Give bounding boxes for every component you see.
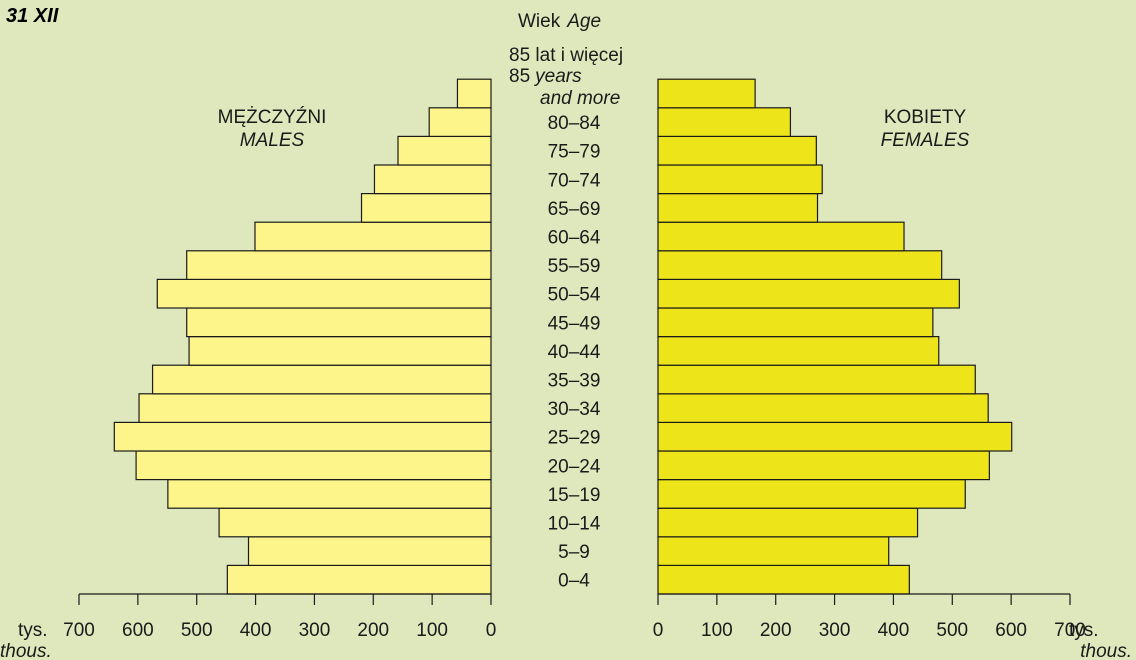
female-bar-8 [657, 336, 940, 366]
age-group-label-6: 30–34 [548, 399, 601, 420]
male-bar-14 [373, 164, 492, 195]
female-bar-5 [657, 421, 1013, 452]
female-tick-label-2: 200 [760, 620, 792, 641]
age-group-label-4: 20–24 [548, 456, 601, 477]
male-bar-13 [360, 193, 492, 223]
male-bar-3 [167, 479, 492, 509]
male-bar-10 [156, 278, 492, 309]
female-bar-13 [657, 193, 819, 223]
unit-label-right-en: thous. [1080, 641, 1132, 660]
female-bar-12 [657, 221, 905, 252]
age-group-label-11: 55–59 [548, 256, 601, 277]
male-bar-5 [113, 421, 492, 452]
male-bar-1 [247, 536, 492, 566]
male-tick-label-6: 600 [122, 620, 154, 641]
age-group-label-9: 45–49 [548, 313, 601, 334]
male-bars [113, 78, 492, 595]
female-bar-4 [657, 450, 990, 481]
female-bar-11 [657, 250, 943, 281]
female-tick-label-4: 400 [878, 620, 910, 641]
unit-label-left-en: thous. [0, 641, 52, 660]
age-group-label-15: 75–79 [548, 142, 601, 163]
top-group-label-pl: 85 lat i więcej [509, 45, 623, 66]
female-tick-label-5: 500 [936, 620, 968, 641]
age-group-label-1: 5–9 [558, 542, 590, 563]
chart-date: 31 XII [6, 5, 59, 27]
top-group-label-en-prefix: 85 [509, 66, 530, 87]
females-label-en: FEMALES [881, 130, 970, 151]
age-group-label-5: 25–29 [548, 428, 601, 449]
female-bar-17 [657, 78, 756, 109]
male-tick-label-1: 100 [416, 620, 448, 641]
age-labels: 0–4 5–9 10–14 15–19 20–24 25–29 30–34 35–39 40–4… [548, 113, 601, 592]
male-tick-label-2: 200 [357, 620, 389, 641]
male-bar-9 [186, 307, 492, 338]
age-axis-title-en: Age [566, 11, 601, 32]
age-group-label-0: 0–4 [558, 571, 590, 592]
axes [78, 593, 1071, 605]
female-bars [657, 78, 1013, 595]
tick-labels: 0 0 100 100 200 200 300 300 400 400 500 500 600 600 70… [63, 620, 1086, 641]
female-bar-7 [657, 364, 976, 395]
age-axis-title: Wiek Age [518, 11, 601, 32]
age-axis-title-pl: Wiek [518, 11, 561, 32]
male-bar-2 [218, 507, 492, 538]
female-tick-label-7: 700 [1054, 620, 1086, 641]
age-group-label-8: 40–44 [548, 342, 601, 363]
female-bar-1 [657, 536, 890, 566]
age-group-label-7: 35–39 [548, 371, 601, 392]
age-group-label-2: 10–14 [548, 514, 601, 535]
age-group-label-3: 15–19 [548, 485, 601, 506]
top-group-label-en-line3: and more [540, 88, 620, 109]
male-tick-label-0: 0 [486, 620, 497, 641]
male-bar-8 [188, 336, 492, 366]
unit-label-right: tys. [1069, 620, 1099, 641]
male-bar-7 [151, 364, 492, 395]
females-label: KOBIETY [884, 107, 967, 128]
age-group-label-13: 65–69 [548, 199, 601, 220]
female-tick-label-1: 100 [701, 620, 733, 641]
female-bar-0 [657, 564, 910, 595]
female-bar-14 [657, 164, 823, 195]
female-bar-3 [657, 479, 966, 509]
male-tick-label-3: 300 [299, 620, 331, 641]
female-bar-6 [657, 393, 989, 423]
males-label: MĘŻCZYŹNI [218, 107, 327, 128]
female-bar-2 [657, 507, 919, 538]
female-tick-label-0: 0 [653, 620, 664, 641]
age-group-label-10: 50–54 [548, 285, 601, 306]
top-group-label-en-italic: years [533, 66, 582, 87]
female-bar-15 [657, 135, 817, 166]
male-tick-label-4: 400 [240, 620, 272, 641]
male-bar-0 [226, 564, 492, 595]
female-bar-10 [657, 278, 960, 309]
age-group-label-16: 80–84 [548, 113, 601, 134]
male-bar-15 [397, 135, 492, 166]
female-bar-16 [657, 107, 792, 138]
males-label-en: MALES [240, 130, 305, 151]
male-tick-label-7: 700 [63, 620, 95, 641]
male-bar-11 [186, 250, 492, 281]
female-bar-9 [657, 307, 934, 338]
male-bar-12 [254, 221, 492, 252]
unit-label-left: tys. [18, 620, 48, 641]
female-tick-label-6: 600 [995, 620, 1027, 641]
male-bar-17 [456, 78, 492, 109]
top-group-label-en: 85 years [509, 66, 582, 87]
age-group-label-12: 60–64 [548, 228, 601, 249]
age-group-label-14: 70–74 [548, 170, 601, 191]
female-tick-label-3: 300 [819, 620, 851, 641]
male-bar-6 [138, 393, 492, 423]
male-bar-4 [135, 450, 492, 481]
male-bar-16 [428, 107, 492, 138]
male-tick-label-5: 500 [181, 620, 213, 641]
